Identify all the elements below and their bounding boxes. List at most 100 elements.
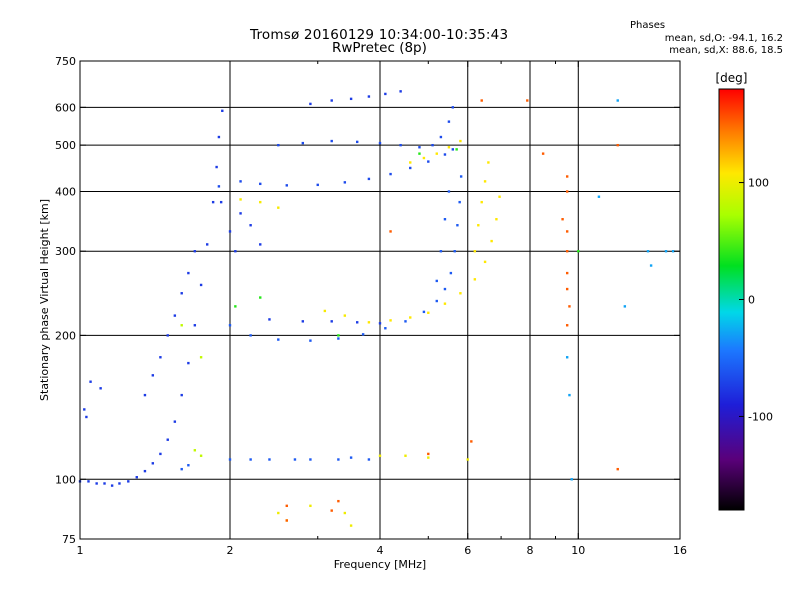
data-point	[455, 148, 458, 151]
data-point	[422, 310, 426, 314]
data-point	[259, 296, 262, 299]
data-point	[483, 180, 487, 183]
data-point	[343, 314, 347, 317]
data-point	[285, 184, 288, 187]
data-point	[330, 99, 333, 102]
data-point	[378, 454, 382, 457]
data-point	[349, 97, 353, 101]
data-point	[568, 393, 571, 397]
data-point	[83, 408, 86, 411]
data-point	[193, 449, 197, 452]
data-point	[234, 250, 237, 253]
data-point	[228, 458, 232, 461]
axis-ticks: 1 2 4 6 8 10 16 75 100 200 300 400 500 600 750	[55, 55, 687, 557]
data-point	[565, 175, 569, 178]
data-point	[439, 250, 443, 253]
data-point	[671, 250, 675, 253]
data-point	[447, 146, 451, 149]
data-point	[166, 438, 169, 441]
data-point	[399, 90, 402, 93]
data-point	[228, 324, 232, 327]
y-tick-label: 750	[55, 55, 76, 68]
y-axis-label: Stationary phase Virtual Height [km]	[38, 199, 51, 401]
data-point	[389, 230, 392, 233]
data-point	[456, 224, 459, 227]
data-point	[427, 160, 430, 163]
colorbar-tick-label: -100	[748, 410, 773, 423]
data-point	[664, 250, 668, 253]
data-point	[384, 327, 387, 330]
chart-subtitle: RwPretec (8p)	[332, 40, 427, 56]
data-point	[565, 271, 569, 275]
data-point	[166, 334, 169, 337]
data-point	[435, 152, 438, 155]
data-point	[427, 452, 430, 456]
data-point	[89, 380, 92, 383]
y-tick-label: 75	[62, 533, 76, 546]
data-point	[95, 482, 98, 485]
y-tick-label: 400	[55, 185, 76, 198]
data-point	[459, 139, 462, 143]
y-tick-label: 300	[55, 245, 76, 258]
data-point	[568, 305, 571, 308]
data-point	[323, 309, 327, 313]
data-point	[337, 334, 340, 337]
phase-legend-title: Phases	[630, 20, 666, 31]
data-point	[87, 480, 90, 483]
data-point	[483, 260, 487, 264]
y-tick-label: 200	[55, 329, 76, 342]
data-point	[127, 480, 130, 483]
data-point	[249, 224, 252, 227]
data-point	[285, 504, 288, 508]
data-point	[623, 305, 627, 308]
data-point	[565, 324, 569, 327]
data-point	[449, 271, 453, 275]
data-point	[217, 185, 221, 188]
phase-stats-o: mean, sd,O: -94.1, 16.2	[664, 33, 783, 44]
data-point	[151, 462, 155, 465]
y-tick-label: 600	[55, 101, 76, 114]
data-point	[187, 271, 190, 275]
data-point	[259, 200, 262, 204]
data-point	[418, 152, 421, 155]
data-point	[378, 141, 382, 145]
data-point	[268, 458, 271, 461]
phase-stats-x: mean, sd,X: 88.6, 18.5	[669, 45, 783, 56]
data-point	[431, 143, 434, 147]
data-point	[487, 161, 490, 164]
data-point	[435, 279, 438, 283]
grid-lines	[80, 61, 680, 539]
data-point	[239, 180, 242, 183]
colorbar-tick-label: 100	[748, 177, 769, 190]
data-point	[422, 156, 426, 160]
y-tick-label: 100	[55, 473, 76, 486]
data-point	[337, 337, 340, 340]
data-point	[259, 243, 262, 246]
data-point	[616, 99, 619, 102]
x-tick-label: 1	[77, 544, 84, 557]
data-point	[459, 175, 463, 178]
data-point	[361, 333, 365, 336]
data-point	[215, 165, 218, 169]
data-point	[143, 469, 147, 473]
data-point	[330, 320, 333, 323]
data-point	[293, 458, 297, 461]
data-point	[219, 200, 223, 204]
data-point	[173, 314, 177, 317]
data-point	[135, 476, 138, 479]
data-point	[199, 356, 203, 359]
data-point	[330, 509, 333, 512]
x-tick-label: 4	[377, 544, 384, 557]
data-point	[565, 250, 569, 253]
x-tick-label: 8	[527, 544, 534, 557]
data-point	[459, 292, 462, 295]
data-point	[277, 206, 280, 209]
x-axis-label: Frequency [MHz]	[334, 558, 426, 571]
data-point	[649, 264, 653, 267]
data-point	[451, 148, 455, 151]
data-point	[404, 454, 407, 457]
data-point	[277, 511, 280, 515]
data-point	[143, 393, 147, 397]
data-point	[443, 287, 447, 291]
data-point	[309, 339, 312, 342]
